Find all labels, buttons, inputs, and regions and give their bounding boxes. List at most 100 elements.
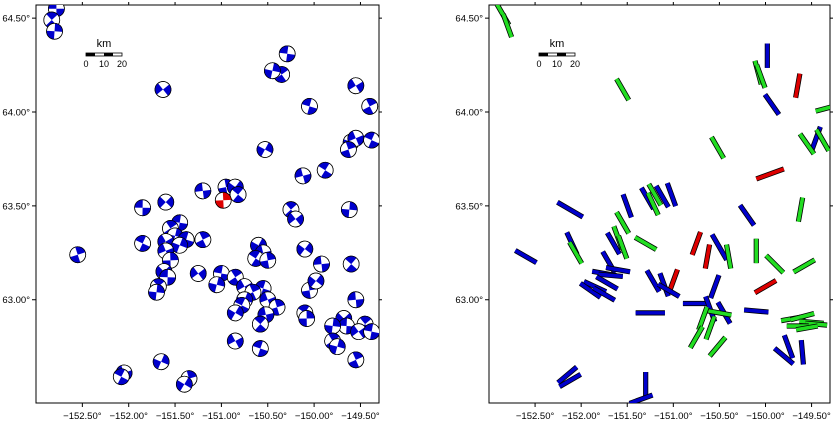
beachball-rim	[340, 141, 357, 158]
beachball-quadrant	[347, 130, 356, 142]
axis-orientation-map-panel: −152.50° −152.00° −151.50° −151.00° −150.50°…	[455, 2, 833, 422]
beachball-rim	[340, 201, 358, 218]
beachball-quadrant	[48, 5, 57, 9]
beachball-quadrant	[359, 316, 372, 325]
scale-bar-tick-label: 0	[83, 59, 88, 69]
beachball-quadrant	[236, 279, 245, 291]
focal-mechanism	[363, 131, 379, 149]
beachball-quadrant	[345, 256, 357, 265]
beachball-quadrant	[304, 242, 313, 254]
beachball-rim	[157, 193, 175, 211]
beachball-rim	[363, 131, 379, 149]
beachball-rim	[313, 255, 330, 273]
focal-mechanism	[112, 368, 130, 386]
beachball-quadrant	[117, 376, 129, 385]
beachball-quadrant	[142, 207, 151, 216]
focal-mechanism	[148, 283, 165, 301]
beachball-quadrant	[208, 282, 217, 293]
beachball-quadrant	[153, 358, 162, 370]
beachball-quadrant	[165, 196, 174, 208]
beachball-rim	[287, 210, 304, 228]
beachball-quadrant	[286, 53, 296, 62]
axis-bar-blue	[605, 265, 631, 274]
beachball-quadrant	[170, 252, 179, 261]
beachball-quadrant	[157, 234, 166, 246]
beachball-quadrant	[266, 252, 276, 261]
beachball-rim	[316, 161, 334, 179]
axis-bar-blue	[782, 334, 795, 359]
focal-mechanism	[268, 298, 286, 316]
y-tick-label: 64.00°	[455, 108, 483, 119]
beachball-rim	[347, 351, 365, 369]
axis-bar-red	[755, 167, 785, 181]
y-tick-label: 64.50°	[455, 14, 483, 25]
focal-mechanism	[259, 251, 277, 269]
scale-bar-title: km	[97, 38, 112, 50]
focal-mechanism	[307, 272, 325, 290]
beachball-quadrant	[368, 140, 379, 149]
axis-bar-blue	[773, 346, 795, 366]
beachball-rim	[259, 251, 277, 269]
x-tick-label: −152.00°	[109, 411, 148, 422]
axis-bar-green	[614, 78, 631, 101]
beachball-quadrant	[198, 268, 207, 280]
beachball-quadrant	[235, 305, 244, 317]
beachball-quadrant	[298, 318, 307, 327]
beachball-rim	[154, 81, 172, 98]
focal-mechanism	[194, 231, 212, 249]
axis-bar-blue	[595, 275, 619, 291]
map-frame	[35, 4, 380, 404]
axis-bar-blue	[579, 281, 602, 299]
beachball-quadrant	[135, 235, 146, 244]
axis-bar-red	[793, 73, 802, 99]
y-tick-label: 64.00°	[2, 108, 30, 119]
beachball-rim	[134, 235, 151, 252]
beachball-rim	[148, 283, 165, 301]
beachball-quadrant	[349, 201, 358, 211]
axis-bar-green	[646, 192, 660, 216]
axis-bar-green	[798, 132, 816, 155]
scale-bar-tick-label: 20	[117, 59, 127, 69]
beachball-quadrant	[167, 277, 176, 286]
beachball-rim	[363, 323, 379, 341]
beachball-quadrant	[199, 231, 211, 240]
beachball-rim	[134, 199, 151, 217]
beachball-quadrant	[54, 23, 63, 32]
axis-bar-red	[754, 278, 777, 295]
focal-mechanism	[361, 98, 379, 115]
axis-bar-blue	[738, 204, 756, 227]
axis-bar-green	[704, 315, 717, 340]
beachball-quadrant	[364, 132, 375, 141]
beachball-rim	[229, 186, 247, 203]
focal-mechanism	[154, 81, 172, 98]
focal-mechanism-map-panel: −152.50° −152.00° −151.50° −151.00° −150.50°…	[2, 2, 382, 422]
beachball-quadrant	[249, 284, 261, 293]
focal-mechanism	[175, 375, 193, 393]
focal-mechanism	[256, 141, 274, 158]
beachball-quadrant	[248, 250, 261, 259]
focal-mechanism	[134, 235, 151, 252]
axis-bar-blue	[657, 282, 681, 299]
focal-mechanism	[152, 353, 170, 371]
focal-mechanism	[134, 199, 151, 217]
beachball-quadrant	[272, 62, 281, 73]
focal-mechanism	[296, 240, 314, 258]
beachball-quadrant	[202, 189, 211, 199]
beachball-quadrant	[313, 256, 322, 265]
focal-mechanism	[347, 291, 365, 309]
beachball-quadrant	[295, 214, 304, 226]
axis-bar-green	[647, 183, 663, 207]
focal-mechanism	[264, 62, 281, 80]
beachball-quadrant	[155, 265, 164, 278]
axis-bar-green	[815, 105, 830, 113]
x-tick-label: −149.50°	[341, 411, 380, 422]
beachball-rim	[296, 240, 314, 258]
axis-bar-green	[795, 324, 819, 332]
beachball-quadrant	[308, 276, 316, 288]
axis-bar-green	[755, 64, 767, 89]
axis-bar-red	[703, 244, 712, 269]
beachball-rim	[194, 231, 212, 249]
beachball-quadrant	[153, 278, 165, 287]
axis-bar-blue	[743, 308, 769, 314]
beachball-quadrant	[216, 276, 225, 287]
